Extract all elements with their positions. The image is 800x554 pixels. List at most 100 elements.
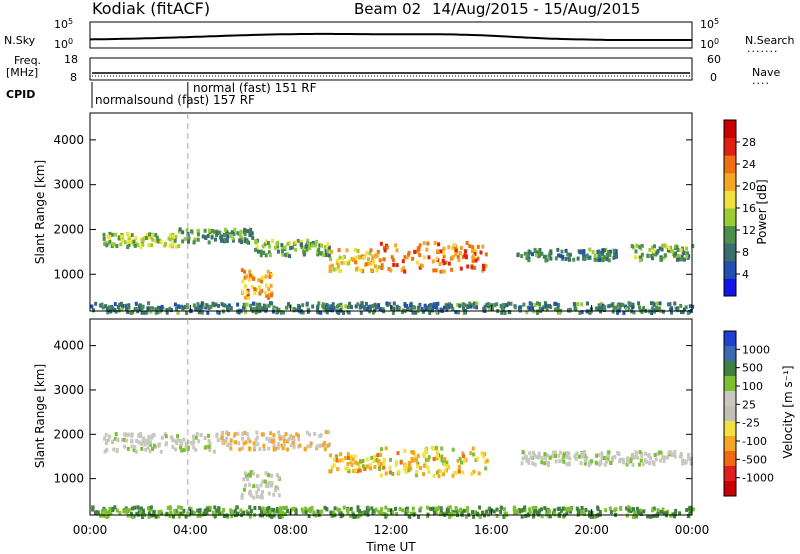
power-panel-cell <box>339 308 343 313</box>
velocity-panel-cell <box>286 447 289 452</box>
velocity-panel-cell <box>532 513 536 518</box>
velocity-panel-cell <box>443 468 447 473</box>
velocity-panel-cell <box>349 514 353 518</box>
velocity-panel-cell <box>661 455 665 460</box>
velocity-panel-cell <box>543 506 547 511</box>
velocity-panel-cell <box>323 505 327 510</box>
power-panel-cell <box>429 303 433 307</box>
velocity-panel-cell <box>637 462 641 467</box>
power-panel-cell <box>318 251 321 256</box>
power-panel-cell <box>136 242 140 247</box>
power-panel-cell <box>288 304 292 309</box>
power-panel-cell <box>413 249 417 254</box>
power-panel-cell <box>597 249 601 254</box>
velocity-panel-cell <box>627 508 631 513</box>
power-panel-cell <box>335 304 339 309</box>
power-panel-cell <box>451 255 455 260</box>
velocity-panel-cell <box>207 444 211 449</box>
velocity-panel-cell <box>603 462 607 467</box>
power-panel-cell <box>568 252 572 257</box>
power-panel-cell <box>193 237 197 242</box>
power-panel-cell <box>163 243 167 248</box>
velocity-panel-cell <box>182 437 186 442</box>
power-panel-cell <box>116 304 120 309</box>
velocity-panel-cell <box>381 511 385 516</box>
velocity-panel-cell <box>325 444 329 449</box>
velocity-panel-cell <box>282 439 286 443</box>
power-panel-cell <box>311 304 315 309</box>
velocity-panel-cell <box>186 445 190 450</box>
power-panel-cell <box>177 229 181 234</box>
power-panel-cell <box>664 244 668 249</box>
power-panel-cell <box>385 245 389 250</box>
power-panel-cell <box>537 253 541 258</box>
velocity-panel-cell <box>192 445 196 450</box>
power-panel-cell <box>572 257 576 262</box>
velocity-panel-cell <box>363 467 367 471</box>
velocity-panel-cell <box>147 514 151 519</box>
velocity-panel-cell <box>587 510 591 515</box>
power-panel-cell <box>200 309 204 314</box>
power-panel-cell <box>601 258 605 263</box>
power-panel-cell <box>673 301 677 306</box>
velocity-panel-cell <box>263 511 267 516</box>
power-panel-cell <box>111 242 115 247</box>
velocity-panel-cell <box>217 511 221 516</box>
power-panel-cell <box>476 256 480 261</box>
velocity-panel-cell <box>142 436 146 441</box>
power-panel-cell <box>190 229 194 234</box>
power-panel-cell <box>174 244 178 249</box>
velocity-panel-cell <box>164 434 168 439</box>
velocity-panel-cell <box>565 462 569 467</box>
power-panel-cell <box>602 308 606 312</box>
velocity-panel-cell <box>531 461 535 466</box>
power-panel-cell <box>468 301 472 306</box>
velocity-panel-cell <box>379 473 383 478</box>
velocity-panel-cell <box>300 507 304 512</box>
velocity-panel-cell <box>553 450 557 455</box>
velocity-panel-cell <box>196 508 200 513</box>
velocity-panel-cell <box>152 509 156 514</box>
velocity-panel-cell <box>349 458 353 463</box>
power-panel-cell <box>542 305 546 310</box>
velocity-panel-cell <box>445 464 449 469</box>
time-tick-label: 08:00 <box>273 523 308 537</box>
power-panel-cell <box>320 251 324 256</box>
velocity-panel-cell <box>203 508 207 513</box>
power-panel-cell <box>578 250 582 255</box>
velocity-panel-cell <box>372 459 376 463</box>
velocity-panel-cell <box>411 506 415 511</box>
power-panel-cell <box>601 248 605 253</box>
power-panel-cell <box>245 240 249 244</box>
power-panel-cell <box>311 243 314 248</box>
velocity-panel-cell <box>149 505 153 510</box>
velocity-panel-cell <box>407 468 411 473</box>
velocity-panel-cell <box>552 450 556 455</box>
velocity-panel-cell <box>688 505 692 510</box>
power-panel-cell <box>538 306 542 311</box>
power-panel-cell <box>245 290 249 295</box>
velocity-panel-cell <box>332 463 336 468</box>
power-panel-cell <box>226 307 230 311</box>
power-panel-cell <box>582 249 586 254</box>
power-panel-cell <box>253 239 257 244</box>
velocity-panel-cell <box>459 507 463 512</box>
power-panel-cell <box>324 307 328 312</box>
velocity-panel-cell <box>492 509 496 514</box>
power-panel-cell <box>476 244 480 249</box>
velocity-panel-cell <box>242 487 246 492</box>
range-tick-label: 4000 <box>53 133 84 147</box>
power-panel-cell <box>280 243 284 248</box>
power-panel-cell <box>165 310 169 315</box>
velocity-panel-cell <box>544 456 548 461</box>
power-panel-cell <box>601 303 605 308</box>
power-panel-cell <box>390 305 394 310</box>
power-panel-cell <box>223 237 227 242</box>
power-panel-cell <box>127 239 131 244</box>
velocity-panel-cell <box>258 447 262 452</box>
power-panel-cell <box>612 250 616 255</box>
velocity-panel-cell <box>227 432 230 437</box>
velocity-panel-cell <box>427 455 431 460</box>
velocity-panel-cell <box>252 495 256 500</box>
